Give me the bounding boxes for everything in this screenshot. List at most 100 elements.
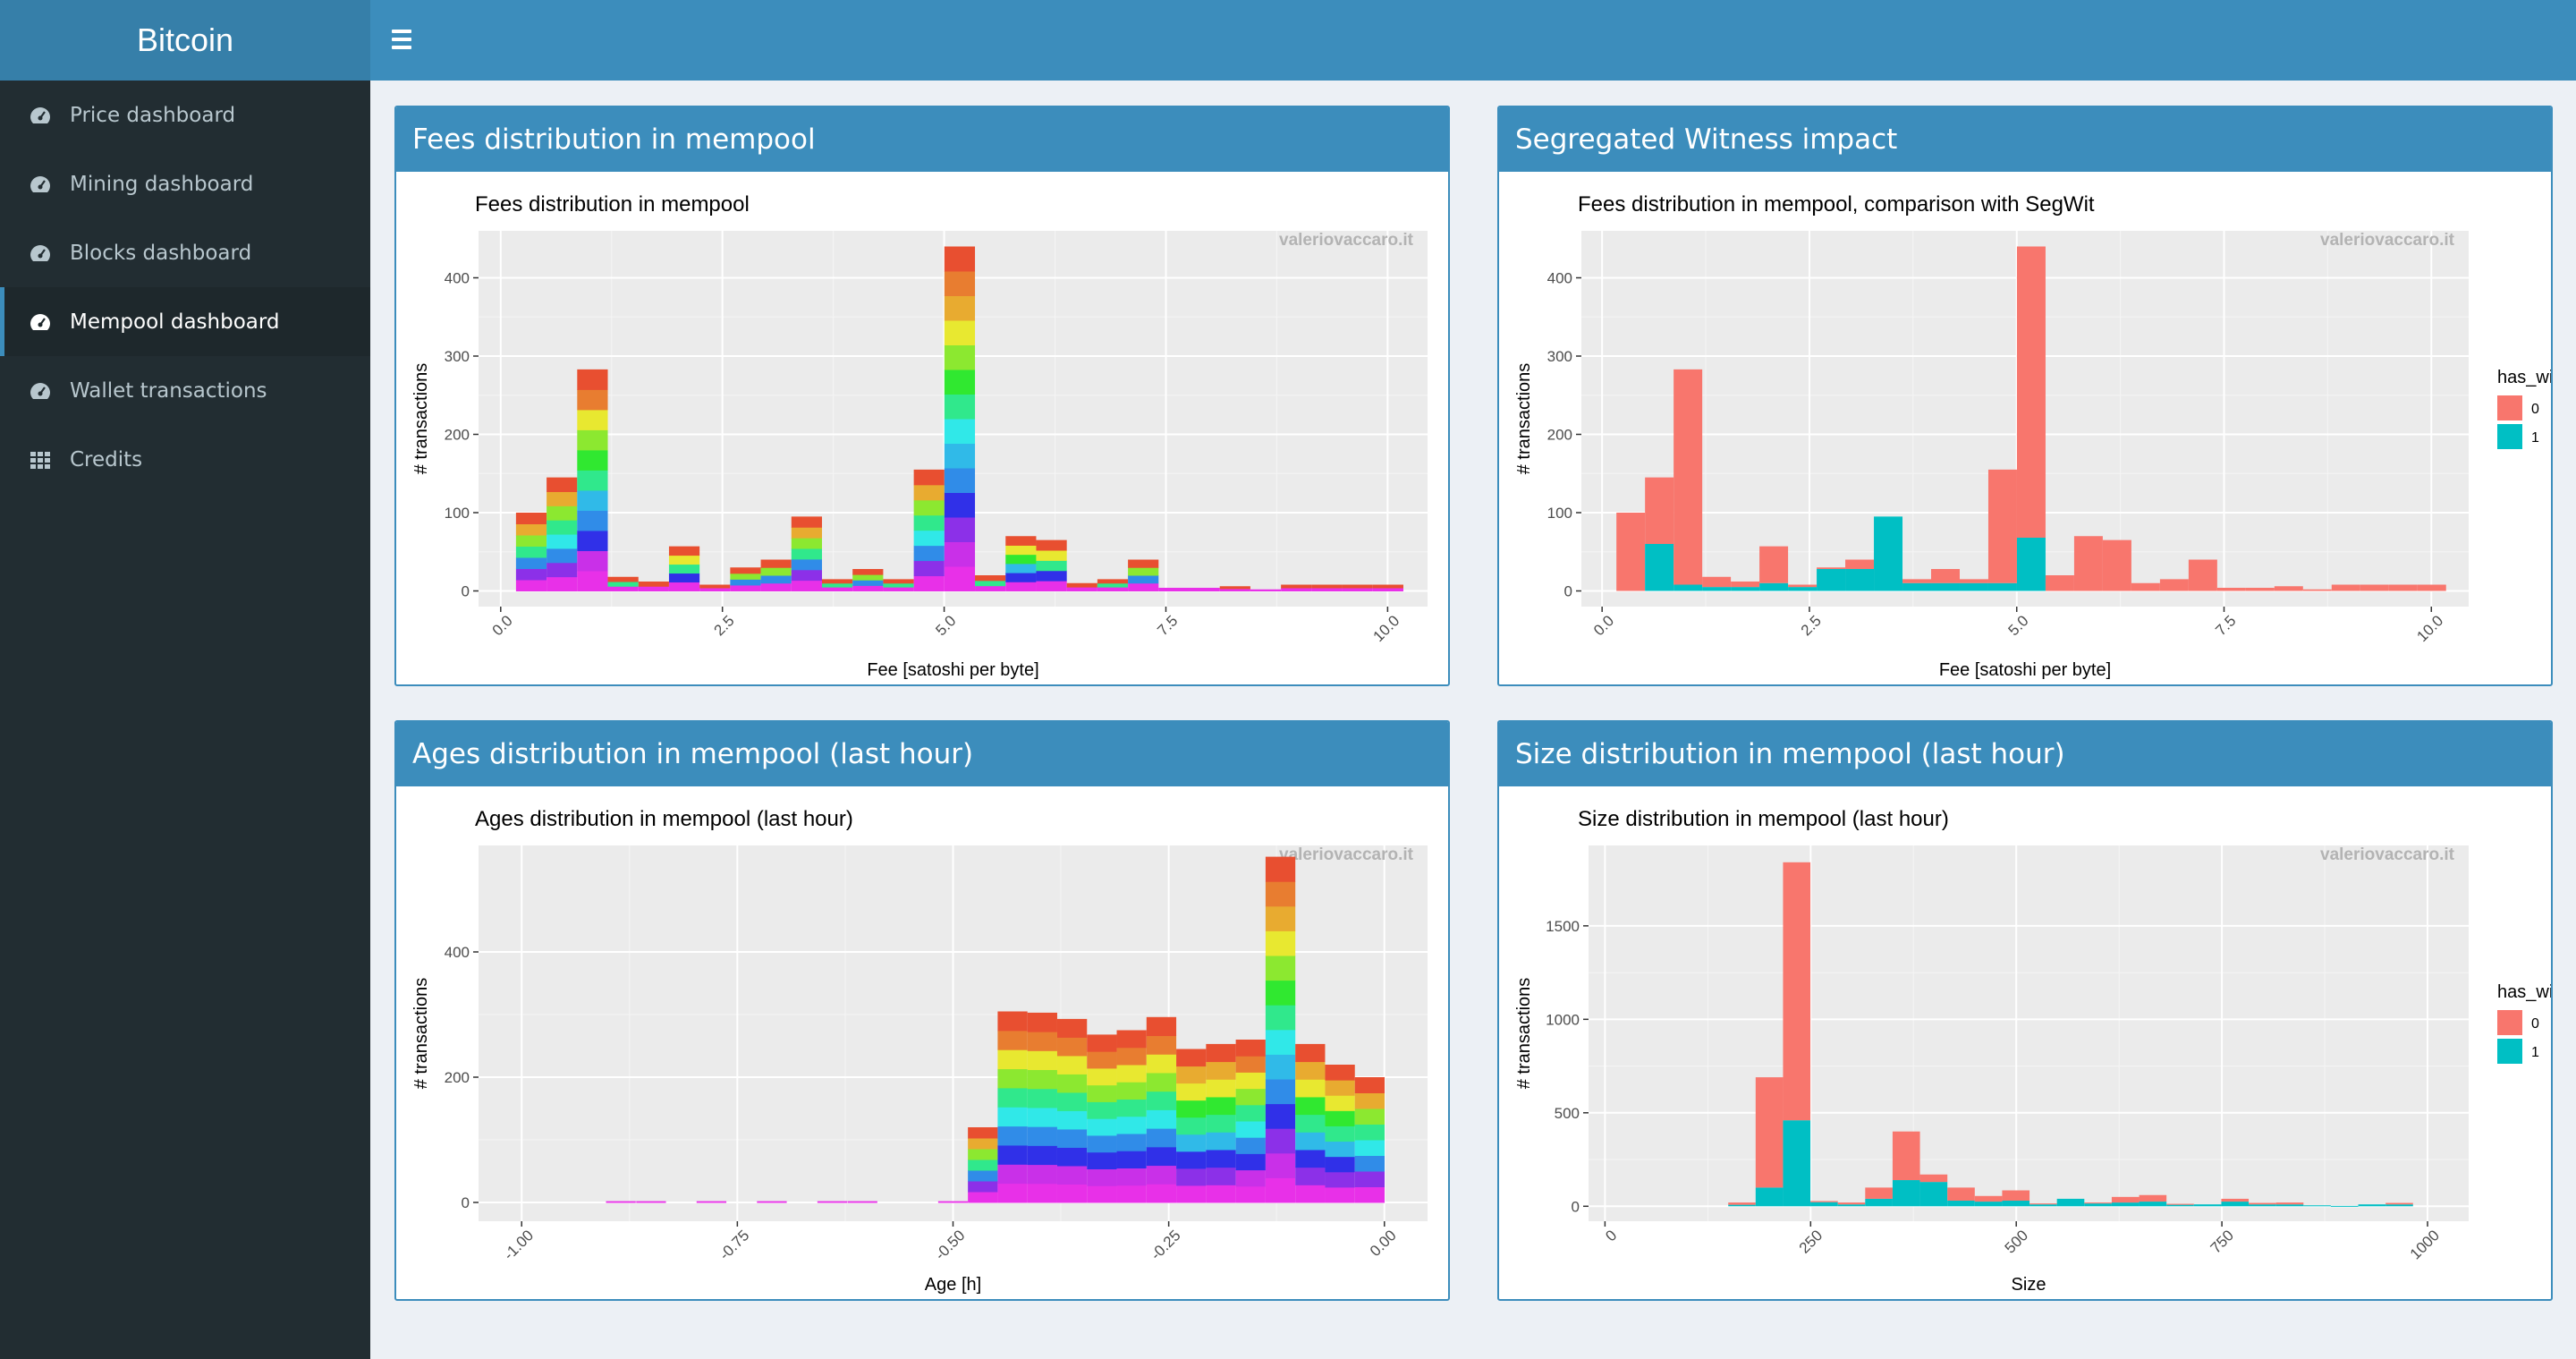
bar-segment — [668, 546, 700, 556]
bar — [1865, 1198, 1893, 1207]
bar-segment — [1036, 560, 1067, 572]
bar-segment — [577, 449, 608, 471]
dashboard-icon — [30, 175, 50, 192]
sidebar-item-credits[interactable]: Credits — [0, 425, 370, 494]
x-tick-label: 10.0 — [1370, 612, 1403, 645]
bar-segment — [1027, 1032, 1057, 1051]
bar — [913, 469, 945, 591]
bar-segment — [1097, 579, 1129, 584]
bar-segment — [852, 580, 884, 586]
size-box: Size distribution in mempool (last hour)… — [1497, 720, 2553, 1301]
bar-segment — [944, 517, 976, 542]
bar — [2139, 1194, 2167, 1202]
bar — [944, 246, 976, 591]
bar-segment — [997, 1107, 1028, 1127]
bar-segment — [1116, 1168, 1147, 1186]
bar-segment — [1176, 1066, 1207, 1084]
bar-segment — [699, 588, 731, 591]
legend-entry: 1 — [2531, 430, 2539, 446]
bar — [1874, 516, 1903, 591]
bar-segment — [638, 582, 669, 587]
bar-segment — [913, 560, 945, 577]
bar-segment — [1005, 545, 1037, 556]
bar — [2073, 536, 2103, 591]
bar-segment — [1219, 588, 1250, 591]
y-tick-label: 0 — [462, 583, 470, 600]
bar-segment — [1116, 1030, 1147, 1049]
sidebar-item-mempool-dashboard[interactable]: Mempool dashboard — [0, 287, 370, 356]
bar-segment — [1036, 570, 1067, 582]
bar-segment — [997, 1011, 1028, 1032]
bar — [1902, 579, 1932, 583]
bar — [757, 1201, 787, 1203]
bar-segment — [1036, 550, 1067, 561]
x-axis-label: Fee [satoshi per byte] — [1939, 660, 2111, 680]
x-tick-label: -0.25 — [1148, 1227, 1184, 1263]
bar — [2331, 584, 2360, 591]
bar-segment — [1311, 588, 1343, 591]
bar-segment — [1281, 584, 1312, 589]
bar-segment — [547, 548, 578, 564]
bar-segment — [913, 499, 945, 516]
bar — [1788, 587, 1818, 591]
legend-entry: 1 — [2531, 1045, 2539, 1060]
sidebar-toggle-icon[interactable] — [392, 25, 419, 55]
bar — [2111, 1196, 2140, 1203]
bar-segment — [1235, 1056, 1266, 1073]
bar-segment — [730, 579, 761, 586]
bar-segment — [913, 514, 945, 531]
bar — [1325, 1065, 1355, 1203]
bar — [1783, 1120, 1811, 1207]
sidebar-item-wallet-transactions[interactable]: Wallet transactions — [0, 356, 370, 425]
bar-segment — [1056, 1091, 1088, 1111]
bar-segment — [1116, 1082, 1147, 1100]
bar-segment — [1146, 1184, 1177, 1203]
sidebar-item-mining-dashboard[interactable]: Mining dashboard — [0, 149, 370, 218]
bar — [1128, 559, 1159, 591]
bar — [1146, 1016, 1177, 1203]
watermark: valeriovaccaro.it — [1279, 231, 1414, 250]
bar-segment — [1235, 1104, 1266, 1122]
bar — [1005, 536, 1037, 591]
bar-segment — [760, 582, 792, 591]
bar — [2188, 559, 2217, 591]
bar — [2139, 1202, 2167, 1207]
bar — [1731, 587, 1760, 591]
bar-segment — [852, 585, 884, 591]
bar-segment — [944, 271, 976, 296]
fees-chart: Fees distribution in mempool valeriovacca… — [411, 192, 1428, 680]
bar-segment — [1265, 980, 1296, 1006]
x-tick-label: 750 — [2207, 1227, 2237, 1256]
bar — [2249, 1204, 2276, 1207]
bar — [638, 582, 669, 591]
sidebar-item-label: Mempool dashboard — [70, 310, 280, 334]
bar-segment — [1325, 1156, 1355, 1173]
bar-segment — [821, 587, 853, 591]
bar — [1845, 569, 1875, 591]
bar-segment — [1087, 1151, 1117, 1169]
dashboard-icon — [30, 106, 50, 123]
bar — [2016, 246, 2046, 538]
bar — [1837, 1204, 1866, 1207]
bar-segment — [821, 582, 853, 588]
bar-segment — [636, 1201, 666, 1203]
bar-segment — [1116, 1047, 1147, 1066]
app-logo[interactable]: Bitcoin — [0, 0, 370, 81]
y-tick-label: 200 — [1547, 427, 1572, 444]
sidebar-item-price-dashboard[interactable]: Price dashboard — [0, 81, 370, 149]
bar-segment — [1056, 1147, 1088, 1167]
bar — [1974, 1202, 2003, 1207]
bar-segment — [1281, 588, 1312, 591]
x-tick-label: 10.0 — [2413, 612, 2446, 645]
bar-segment — [730, 567, 761, 574]
bar-segment — [577, 510, 608, 531]
bar — [968, 1127, 998, 1203]
x-tick-label: 0.0 — [1590, 612, 1617, 639]
bar-segment — [997, 1087, 1028, 1108]
bar-segment — [668, 582, 700, 591]
bar — [1931, 569, 1960, 583]
bar — [937, 1201, 969, 1203]
sidebar-item-blocks-dashboard[interactable]: Blocks dashboard — [0, 218, 370, 287]
bar-segment — [791, 516, 822, 528]
bar-segment — [1235, 1088, 1266, 1106]
